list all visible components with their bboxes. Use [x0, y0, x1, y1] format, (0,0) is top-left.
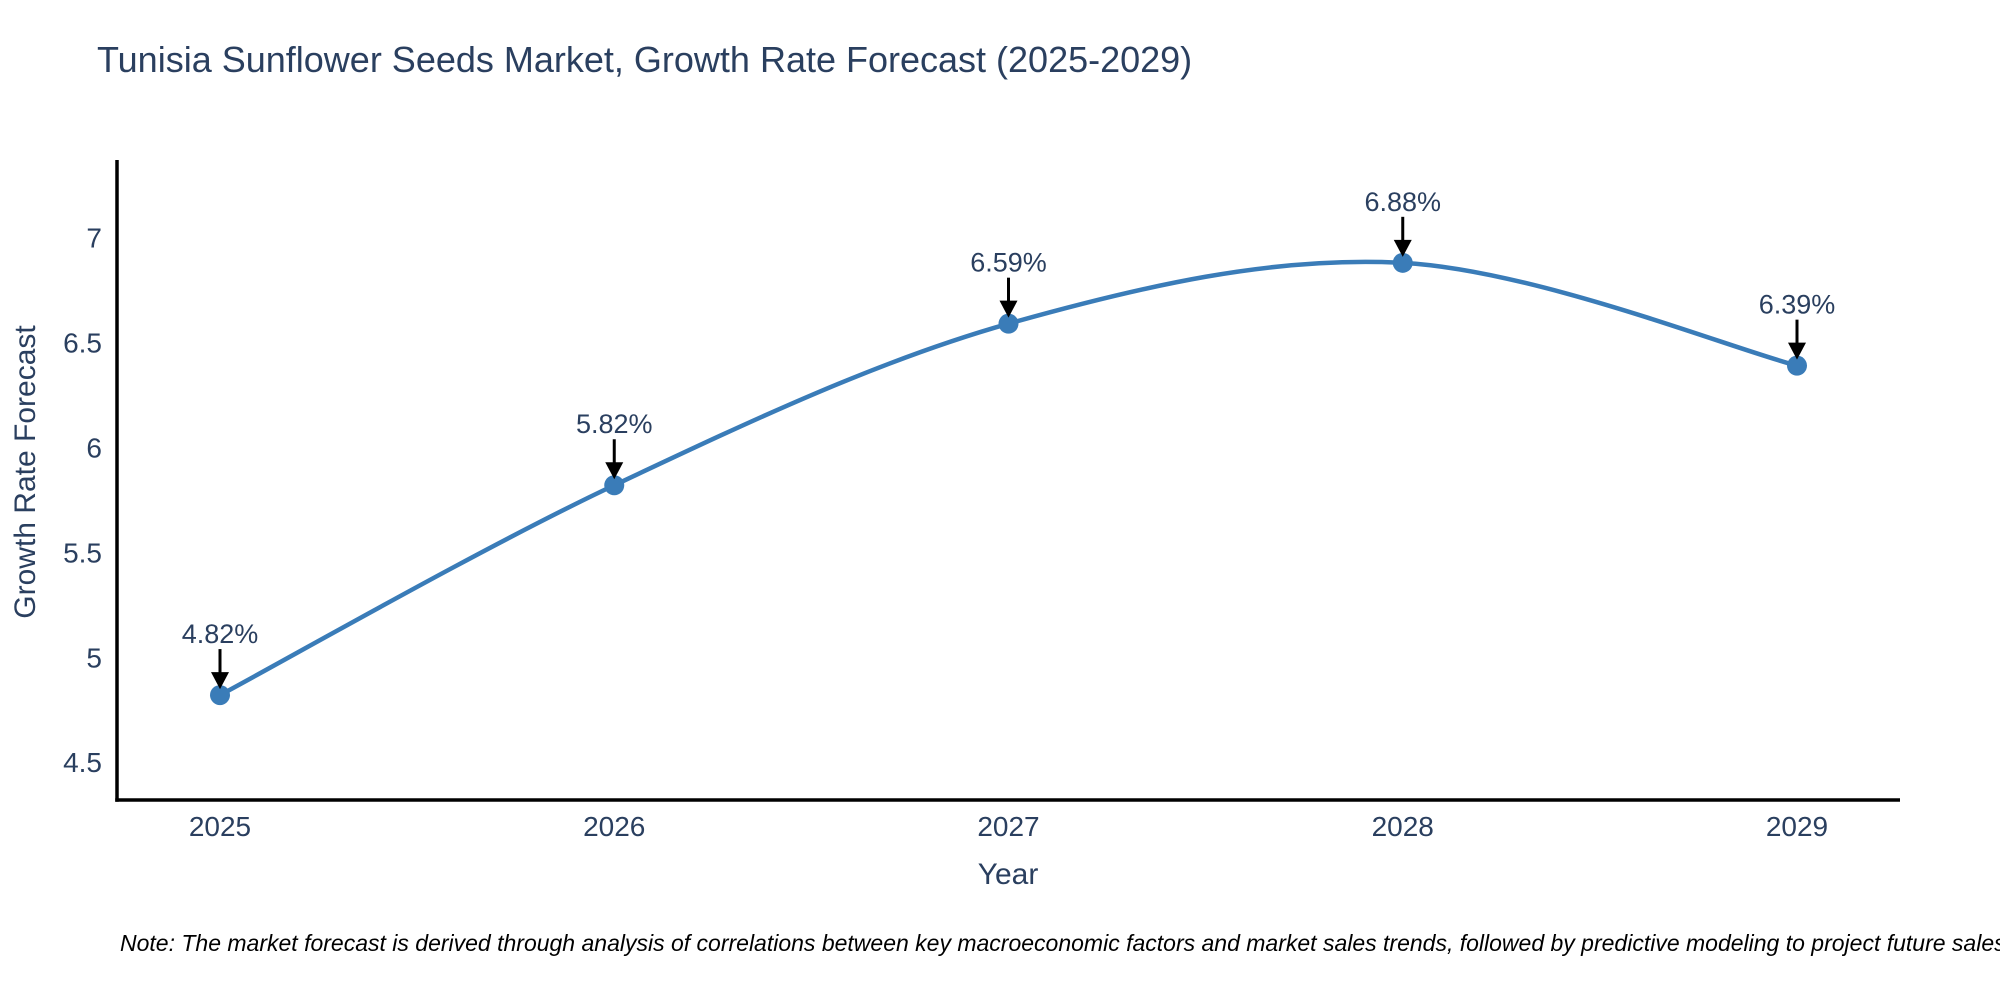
x-axis-title: Year: [977, 858, 1039, 891]
data-point-2025[interactable]: [210, 685, 230, 706]
point-label-2029: 6.39%: [1759, 290, 1836, 320]
data-point-2029[interactable]: [1787, 355, 1807, 376]
x-tick-label-2028: 2028: [1372, 811, 1434, 842]
point-label-2025: 4.82%: [182, 619, 259, 649]
annotation-arrow-head-2028: [1393, 239, 1412, 257]
x-tick-label-2029: 2029: [1766, 811, 1828, 842]
point-label-2026: 5.82%: [576, 409, 653, 439]
y-tick-label-4.5: 4.5: [63, 747, 102, 778]
point-label-2027: 6.59%: [970, 248, 1047, 278]
y-tick-label-5: 5: [86, 642, 102, 673]
annotation-arrow-head-2025: [211, 672, 229, 690]
data-point-2027[interactable]: [998, 313, 1019, 334]
x-tick-label-2027: 2027: [977, 811, 1039, 842]
point-label-2028: 6.88%: [1364, 187, 1441, 217]
data-point-2028[interactable]: [1392, 252, 1413, 273]
y-tick-label-7: 7: [86, 223, 102, 254]
y-tick-label-6: 6: [86, 432, 102, 463]
x-tick-label-2026: 2026: [583, 811, 645, 842]
y-tick-label-5.5: 5.5: [63, 537, 102, 568]
data-point-2026[interactable]: [604, 475, 625, 496]
annotation-arrow-head-2026: [605, 462, 624, 480]
annotation-arrow-head-2027: [999, 300, 1018, 318]
annotation-arrow-head-2029: [1788, 342, 1806, 360]
footnote: Note: The market forecast is derived thr…: [120, 930, 2000, 956]
x-tick-label-2025: 2025: [189, 811, 251, 842]
chart-title: Tunisia Sunflower Seeds Market, Growth R…: [97, 39, 1193, 80]
y-tick-label-6.5: 6.5: [63, 328, 102, 359]
